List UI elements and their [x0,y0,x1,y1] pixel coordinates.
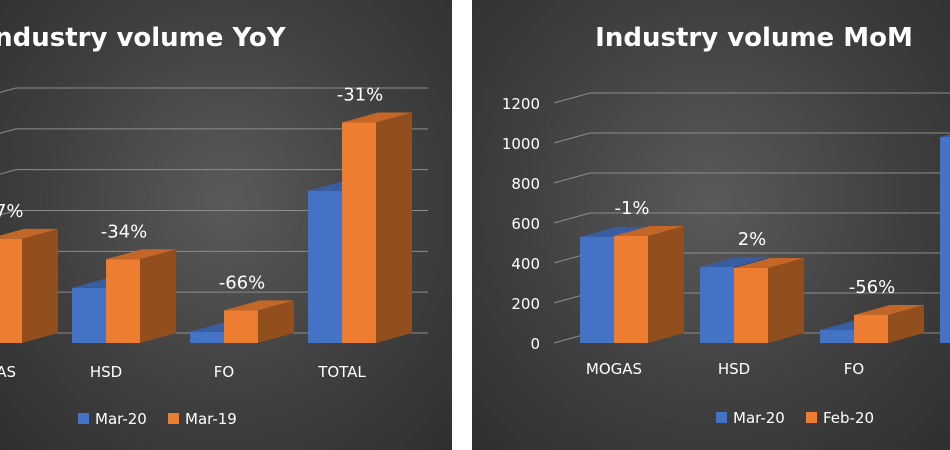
y-tick-label: 600 [511,215,540,233]
data-label: -1% [614,198,649,219]
data-label: -34% [101,221,148,242]
data-label: -7% [0,201,24,222]
bar [308,190,342,343]
legend-swatch [78,413,89,424]
gridline-wall [553,172,591,184]
bar [854,315,888,343]
bar [940,137,950,343]
bar-side [768,258,804,343]
data-label: -31% [337,85,384,106]
category-label: MOGAS [0,363,16,381]
bar-side [648,226,684,343]
y-tick-label: 400 [511,255,540,273]
bar-top [734,258,804,268]
legend-label: Mar-19 [185,410,237,428]
data-label: 2% [738,229,767,250]
bar [190,331,224,343]
bar-top [614,226,684,236]
bar [106,259,140,343]
category-label: FO [214,363,234,381]
gridline-wall [553,212,591,224]
category-label: TOTAL [317,363,366,381]
legend-swatch [716,412,727,423]
chart-title: Industry volume YoY [0,23,287,53]
bar-side [376,112,412,343]
legend-swatch [168,413,179,424]
bar [700,267,734,343]
gridline-wall [553,92,591,104]
bar-side [888,305,924,343]
chart-yoy: Industry volume YoY -7% MOGAS -34% HSD -66% FO… [0,23,428,428]
bar-side [22,228,58,343]
bar [614,236,648,343]
gridline-wall [0,169,17,175]
category-label: HSD [718,360,750,378]
y-tick-label: 200 [511,295,540,313]
bar [72,287,106,343]
bar-side [258,300,294,343]
gridline-wall [0,210,17,216]
legend-label: Feb-20 [823,409,874,427]
bar-top [106,249,176,260]
data-label: -56% [849,277,896,298]
y-tick-label: 0 [530,335,540,353]
bar [224,310,258,343]
bar [0,238,22,343]
legend-swatch [806,412,817,423]
bar [820,330,854,343]
data-label: -66% [219,272,266,293]
bar [342,122,376,343]
bar-top [940,134,950,137]
bar [734,268,768,343]
category-label: HSD [90,363,122,381]
y-tick-label: 1200 [502,95,540,113]
bar-top [342,112,412,123]
legend-label: Mar-20 [95,410,147,428]
panel-divider [452,0,472,450]
gridline-wall [553,132,591,144]
legend-label: Mar-20 [733,409,785,427]
chart-mom: Industry volume MoM 0 200 400 600 800 1000 1200… [502,23,950,427]
chart-panel-mom: Industry volume MoM 0 200 400 600 800 1000 1200… [472,0,950,450]
chart-panel-yoy: Industry volume YoY -7% MOGAS -34% HSD -66% FO… [0,0,452,450]
gridline-wall [0,128,17,134]
bar-top [700,257,770,267]
category-label: MOGAS [586,360,642,378]
bar-top [580,227,650,237]
gridline-wall [0,87,17,93]
bar-side [140,249,176,343]
category-label: FO [844,360,864,378]
bar-top [854,305,924,315]
bar [580,237,614,343]
y-tick-label: 1000 [502,135,540,153]
y-tick-label: 800 [511,175,540,193]
chart-title: Industry volume MoM [595,23,913,53]
bar-top [0,228,58,239]
bar-top [224,300,294,311]
